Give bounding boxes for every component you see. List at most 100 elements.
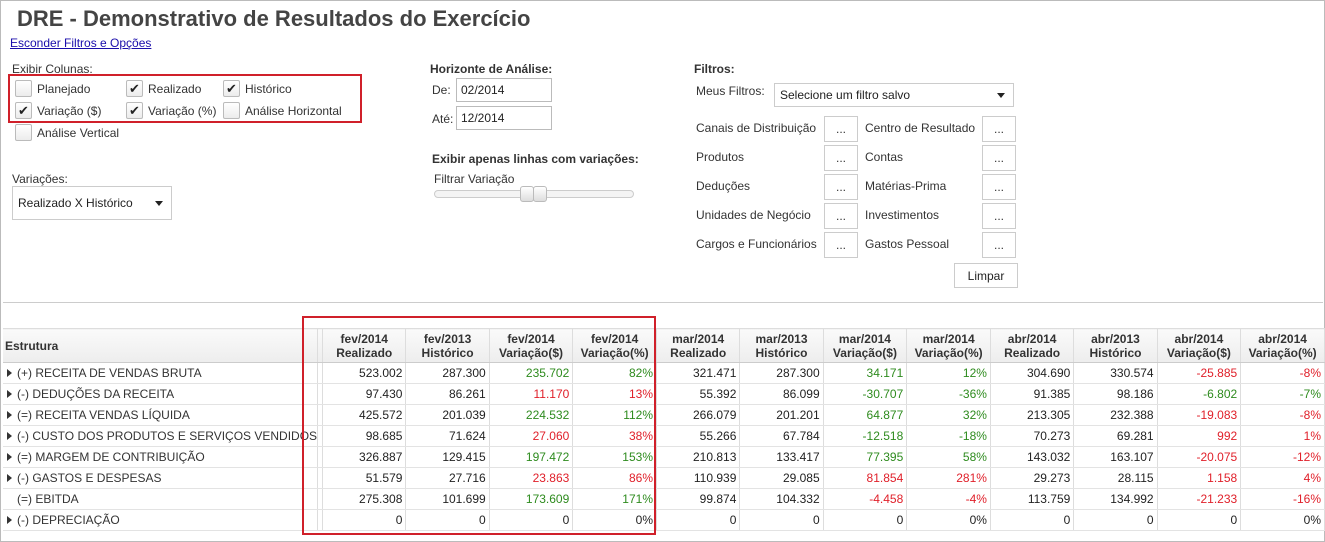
expand-arrow-icon[interactable]	[7, 453, 12, 461]
row-label-cell[interactable]: (-) DEPRECIAÇÃO	[3, 509, 319, 531]
only-variations-title: Exibir apenas linhas com variações:	[432, 152, 639, 166]
clear-button[interactable]: Limpar	[954, 263, 1018, 288]
checkbox-variacao-valor[interactable]: ✔ Variação ($)	[15, 102, 101, 119]
variation-slider[interactable]	[434, 186, 634, 202]
checkbox-historico[interactable]: ✔ Histórico	[223, 80, 292, 97]
column-header[interactable]: fev/2014 Realizado	[322, 328, 407, 363]
slider-handle-min[interactable]	[520, 186, 534, 202]
table-cell: 173.609	[489, 488, 574, 510]
table-row[interactable]: (=) MARGEM DE CONTRIBUIÇÃO 326.887 129.415…	[3, 446, 1325, 468]
table-row[interactable]: (-) CUSTO DOS PRODUTOS E SERVIÇOS VENDID…	[3, 425, 1325, 447]
checkbox-analise-horizontal-box[interactable]	[223, 102, 240, 119]
filter-button-produtos[interactable]: ...	[824, 145, 858, 171]
table-cell: 1%	[1240, 425, 1325, 447]
column-header[interactable]: abr/2014 Variação(%)	[1240, 328, 1325, 363]
table-cell: 67.784	[739, 425, 824, 447]
checkbox-analise-vertical-box[interactable]	[15, 124, 32, 141]
column-header[interactable]: fev/2014 Variação($)	[489, 328, 574, 363]
filter-button-canais[interactable]: ...	[824, 116, 858, 142]
filter-button-unidades[interactable]: ...	[824, 203, 858, 229]
expand-arrow-icon[interactable]	[7, 369, 12, 377]
column-period: mar/2014	[672, 331, 725, 346]
table-row[interactable]: (=) EBITDA 275.308 101.699 173.609 171% 99.87…	[3, 488, 1325, 510]
checkmark-icon[interactable]: ✔	[223, 80, 240, 97]
column-header[interactable]: abr/2014 Variação($)	[1157, 328, 1242, 363]
table-cell: 27.060	[489, 425, 574, 447]
table-row[interactable]: (-) DEPRECIAÇÃO 0 0 0 0% 0 0 0 0% 0 0 0 0%	[3, 509, 1325, 531]
column-header-estrutura[interactable]: Estrutura	[3, 328, 319, 363]
row-label-cell[interactable]: (=) RECEITA VENDAS LÍQUIDA	[3, 404, 319, 426]
table-cell: 29.085	[739, 467, 824, 489]
filter-button-contas[interactable]: ...	[982, 145, 1016, 171]
table-cell: 0	[990, 509, 1075, 531]
filter-button-materias[interactable]: ...	[982, 174, 1016, 200]
from-date-input[interactable]: 02/2014	[456, 78, 552, 102]
filter-label-centro: Centro de Resultado	[865, 121, 976, 135]
filter-button-cargos[interactable]: ...	[824, 232, 858, 258]
column-header[interactable]: mar/2014 Variação(%)	[906, 328, 991, 363]
columns-title: Exibir Colunas:	[12, 62, 93, 76]
checkbox-analise-vertical[interactable]: Análise Vertical	[15, 124, 119, 141]
table-cell: -25.885	[1157, 362, 1242, 384]
filter-label-materias: Matérias-Prima	[865, 179, 947, 193]
expand-arrow-icon[interactable]	[7, 411, 12, 419]
column-header[interactable]: fev/2013 Histórico	[405, 328, 490, 363]
variations-select[interactable]: Realizado X Histórico	[12, 186, 172, 220]
checkmark-icon[interactable]: ✔	[126, 102, 143, 119]
filter-button-gastos-pessoal[interactable]: ...	[982, 232, 1016, 258]
table-row[interactable]: (=) RECEITA VENDAS LÍQUIDA 425.572 201.039…	[3, 404, 1325, 426]
row-label-cell[interactable]: (-) CUSTO DOS PRODUTOS E SERVIÇOS VENDID…	[3, 425, 319, 447]
table-cell: 330.574	[1073, 362, 1158, 384]
row-label-cell[interactable]: (=) EBITDA	[3, 488, 319, 510]
table-cell: 129.415	[405, 446, 490, 468]
table-cell: 326.887	[322, 446, 407, 468]
table-row[interactable]: (-) GASTOS E DESPESAS 51.579 27.716 23.863 8…	[3, 467, 1325, 489]
table-cell: -19.083	[1157, 404, 1242, 426]
dre-table: Estrutura fev/2014 Realizado fev/2013 Hist…	[3, 328, 1325, 531]
table-row[interactable]: (-) DEDUÇÕES DA RECEITA 97.430 86.261 11.17…	[3, 383, 1325, 405]
slider-handle-max[interactable]	[533, 186, 547, 202]
checkbox-variacao-percent[interactable]: ✔ Variação (%)	[126, 102, 216, 119]
column-header[interactable]: fev/2014 Variação(%)	[572, 328, 657, 363]
table-cell: 992	[1157, 425, 1242, 447]
toggle-filters-link[interactable]: Esconder Filtros e Opções	[10, 36, 152, 50]
checkmark-icon[interactable]: ✔	[15, 102, 32, 119]
column-header[interactable]: abr/2013 Histórico	[1073, 328, 1158, 363]
column-kind: Realizado	[670, 345, 727, 360]
to-date-input[interactable]: 12/2014	[456, 106, 552, 130]
checkbox-realizado[interactable]: ✔ Realizado	[126, 80, 201, 97]
column-header[interactable]: mar/2014 Variação($)	[823, 328, 908, 363]
row-label: (-) DEPRECIAÇÃO	[17, 513, 120, 527]
column-kind: Variação(%)	[1248, 345, 1317, 360]
expand-arrow-icon[interactable]	[7, 474, 12, 482]
column-header[interactable]: mar/2014 Realizado	[656, 328, 741, 363]
checkbox-analise-horizontal[interactable]: Análise Horizontal	[223, 102, 342, 119]
row-label-cell[interactable]: (+) RECEITA DE VENDAS BRUTA	[3, 362, 319, 384]
filter-button-centro[interactable]: ...	[982, 116, 1016, 142]
row-label-cell[interactable]: (-) GASTOS E DESPESAS	[3, 467, 319, 489]
saved-filters-select[interactable]: Selecione um filtro salvo	[774, 83, 1014, 107]
table-cell: -6.802	[1157, 383, 1242, 405]
table-cell: 23.863	[489, 467, 574, 489]
filter-button-deducoes[interactable]: ...	[824, 174, 858, 200]
table-cell: 134.992	[1073, 488, 1158, 510]
checkmark-icon[interactable]: ✔	[126, 80, 143, 97]
checkbox-planejado[interactable]: Planejado	[15, 80, 90, 97]
row-label-cell[interactable]: (=) MARGEM DE CONTRIBUIÇÃO	[3, 446, 319, 468]
row-label-cell[interactable]: (-) DEDUÇÕES DA RECEITA	[3, 383, 319, 405]
filter-button-investimentos[interactable]: ...	[982, 203, 1016, 229]
expand-arrow-icon[interactable]	[7, 516, 12, 524]
column-kind: Realizado	[336, 345, 393, 360]
column-header[interactable]: abr/2014 Realizado	[990, 328, 1075, 363]
expand-arrow-icon[interactable]	[7, 390, 12, 398]
table-cell: -36%	[906, 383, 991, 405]
checkbox-planejado-box[interactable]	[15, 80, 32, 97]
column-kind: Histórico	[1089, 345, 1142, 360]
table-row[interactable]: (+) RECEITA DE VENDAS BRUTA 523.002 287.30…	[3, 362, 1325, 384]
table-cell: 110.939	[656, 467, 741, 489]
table-cell: 0	[823, 509, 908, 531]
column-header[interactable]: mar/2013 Histórico	[739, 328, 824, 363]
row-label: (-) GASTOS E DESPESAS	[17, 471, 162, 485]
table-cell: -7%	[1240, 383, 1325, 405]
expand-arrow-icon[interactable]	[7, 432, 12, 440]
